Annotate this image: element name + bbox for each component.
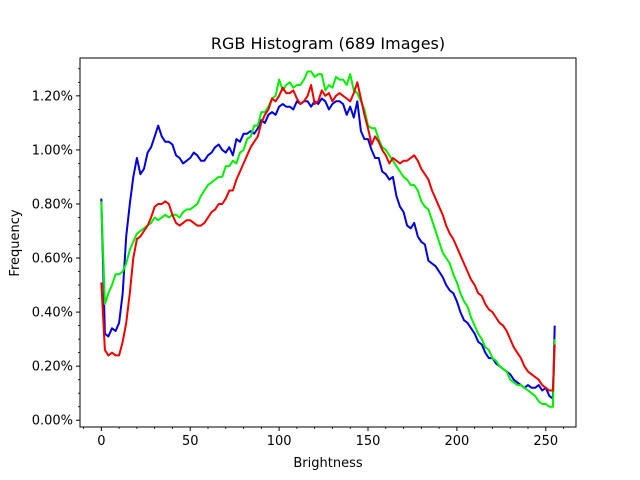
chart-title: RGB Histogram (689 Images) [211, 34, 445, 53]
y-tick-label: 0.20% [32, 360, 73, 375]
y-axis-label: Frequency [8, 209, 23, 276]
x-tick-label: 250 [533, 434, 558, 449]
x-tick-label: 100 [267, 434, 292, 449]
y-tick-label: 0.00% [32, 414, 73, 429]
y-tick-label: 0.60% [32, 252, 73, 267]
x-tick-label: 200 [444, 434, 469, 449]
blue-series-line [100, 97, 556, 400]
y-tick-label: 0.80% [32, 197, 73, 212]
x-tick-label: 150 [356, 434, 381, 449]
x-axis-label: Brightness [293, 456, 362, 471]
series-layer [100, 70, 556, 408]
x-tick-label: 50 [182, 434, 199, 449]
y-tick-label: 0.40% [32, 306, 73, 321]
axis-ticks: 0 50 100 150 200 250 0.00% 0.20% 0.40% 0.60% 0.80%… [32, 68, 564, 449]
plot-frame [79, 57, 577, 428]
y-tick-label: 1.00% [32, 143, 73, 158]
green-series-line [100, 70, 556, 408]
x-tick-label: 0 [97, 434, 105, 449]
red-series-line [100, 81, 556, 392]
y-tick-label: 1.20% [32, 89, 73, 104]
